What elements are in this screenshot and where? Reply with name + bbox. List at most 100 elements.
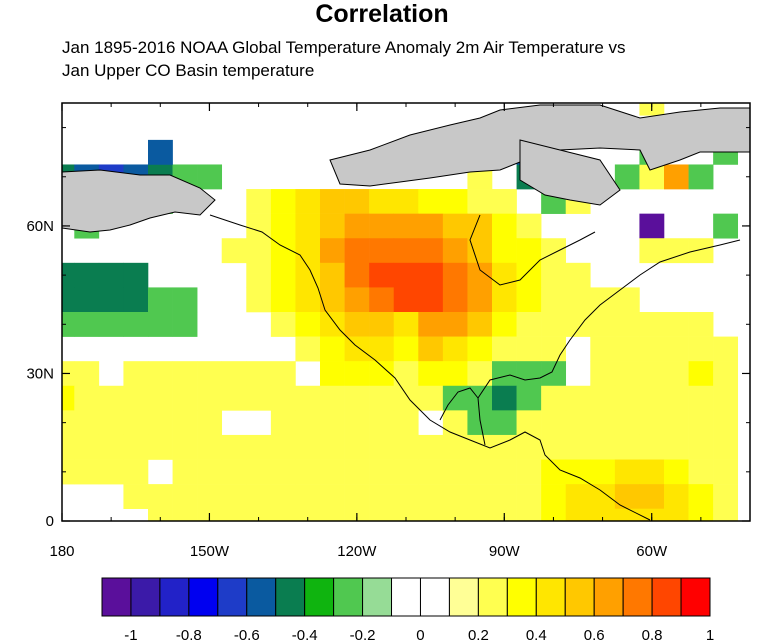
- grid-cell: [369, 189, 395, 214]
- grid-cell: [614, 287, 640, 313]
- chart-subtitle-line-1: Jan 1895-2016 NOAA Global Temperature An…: [62, 38, 626, 57]
- grid-cell: [197, 434, 223, 460]
- colorbar-swatch: [246, 577, 277, 617]
- grid-cell: [344, 312, 370, 337]
- grid-cell: [664, 312, 689, 337]
- grid-cell: [25, 386, 50, 411]
- grid-cell: [123, 262, 149, 288]
- grid-cell: [344, 287, 370, 313]
- grid-cell: [565, 508, 591, 521]
- grid-cell: [688, 459, 714, 485]
- grid-cell: [25, 238, 50, 263]
- grid-cell: [344, 262, 370, 288]
- colorbar-label: 0.8: [642, 627, 663, 642]
- grid-cell: [614, 434, 640, 460]
- grid-cell: [664, 361, 689, 387]
- colorbar-swatch: [188, 577, 219, 617]
- east-coast-coastline: [477, 239, 741, 446]
- grid-cell: [393, 459, 419, 485]
- grid-cell: [393, 262, 419, 288]
- grid-cell: [74, 434, 100, 460]
- grid-cell: [590, 410, 616, 436]
- colorbar-swatch: [362, 577, 393, 617]
- grid-cell: [467, 312, 493, 337]
- grid-cell: [172, 287, 198, 313]
- grid-cell: [590, 385, 616, 411]
- grid-cell: [320, 434, 345, 460]
- grid-cell: [98, 312, 124, 337]
- grid-cell: [393, 385, 419, 411]
- colorbar-swatch: [448, 577, 479, 617]
- grid-cell: [492, 238, 517, 264]
- grid-cell: [148, 361, 173, 387]
- grid-cell: [246, 262, 272, 288]
- grid-cell: [541, 385, 567, 411]
- colorbar: -1 -0.8 -0.6 -0.4 -0.2 0 0.2 0.4 0.6 0.8 1: [101, 577, 714, 642]
- grid-cell: [25, 312, 50, 337]
- grid-cell: [418, 361, 444, 387]
- grid-cell: [246, 213, 272, 239]
- grid-cell: [148, 312, 173, 337]
- grid-cell: [418, 508, 444, 521]
- grid-cell: [172, 459, 198, 485]
- grid-cell: [688, 361, 714, 387]
- x-tick-label: 180: [49, 543, 74, 560]
- grid-cell: [418, 336, 444, 362]
- x-axis-ticks: 180 150W 120W 90W 60W: [49, 103, 702, 560]
- grid-cell: [344, 361, 370, 387]
- grid-cell: [270, 385, 296, 411]
- grid-cell: [713, 434, 739, 460]
- grid-cell: [442, 459, 468, 485]
- grid-cell: [62, 459, 75, 485]
- grid-cell: [74, 459, 100, 485]
- grid-cell: [393, 410, 419, 436]
- grid-cell: [270, 508, 296, 521]
- grid-cell: [614, 484, 640, 510]
- grid-cell: [516, 238, 542, 264]
- alaska-outline: [62, 169, 216, 233]
- grid-cell: [221, 385, 247, 411]
- grid-cell: [320, 189, 345, 214]
- grid-cell: [664, 434, 689, 460]
- grid-cell: [492, 459, 517, 485]
- grid-cell: [221, 238, 247, 264]
- grid-cell: [393, 484, 419, 510]
- grid-cell: [418, 262, 444, 288]
- grid-cell: [98, 434, 124, 460]
- grid-cell: [639, 336, 665, 362]
- grid-cell: [393, 238, 419, 264]
- grid-cell: [148, 385, 173, 411]
- grid-cell: [467, 213, 493, 239]
- grid-cell: [393, 434, 419, 460]
- grid-cell: [590, 484, 616, 510]
- hudson-bay-coastline: [469, 214, 596, 286]
- grid-cell: [221, 434, 247, 460]
- grid-cell: [172, 410, 198, 436]
- gulf-coastline: [439, 387, 479, 421]
- grid-cell: [344, 484, 370, 510]
- grid-cell: [516, 336, 542, 362]
- grid-cell: [320, 312, 345, 337]
- grid-cell: [98, 459, 124, 485]
- colorbar-swatch: [680, 577, 711, 617]
- chart-subtitle-line-2: Jan Upper CO Basin temperature: [62, 61, 315, 80]
- grid-cell: [467, 336, 493, 362]
- grid-cell: [688, 410, 714, 436]
- grid-cell: [344, 459, 370, 485]
- grid-cell: [442, 361, 468, 387]
- y-tick-label: 30N: [26, 365, 54, 382]
- grid-cell: [320, 287, 345, 313]
- grid-cell: [344, 213, 370, 239]
- grid-cell: [197, 410, 223, 436]
- grid-cell: [62, 262, 75, 288]
- grid-cell: [688, 508, 714, 521]
- grid-cell: [492, 410, 517, 436]
- grid-cell: [614, 336, 640, 362]
- colorbar-label: -0.4: [292, 627, 318, 642]
- grid-cell: [25, 410, 50, 435]
- grid-cell: [664, 164, 689, 190]
- grid-cell: [270, 213, 296, 239]
- grid-cell: [467, 238, 493, 264]
- grid-cell: [369, 385, 395, 411]
